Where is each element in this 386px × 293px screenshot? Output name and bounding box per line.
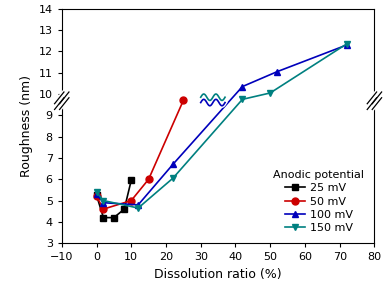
50 mV (181, 99, 186, 102)
Line: 25 mV: 25 mV (93, 177, 135, 221)
150 mV (344, 42, 349, 46)
X-axis label: Dissolution ratio (%): Dissolution ratio (%) (154, 268, 282, 281)
150 mV (268, 91, 273, 95)
50 mV (101, 207, 106, 211)
150 mV (101, 199, 106, 202)
100 mV (240, 85, 245, 88)
25 mV (112, 216, 116, 219)
Line: 150 mV: 150 mV (93, 40, 350, 212)
Legend: 25 mV, 50 mV, 100 mV, 150 mV: 25 mV, 50 mV, 100 mV, 150 mV (269, 166, 369, 238)
50 mV (146, 178, 151, 181)
25 mV (101, 216, 106, 219)
150 mV (136, 206, 141, 210)
Y-axis label: Roughness (nm): Roughness (nm) (20, 75, 33, 177)
100 mV (171, 163, 175, 166)
Line: 100 mV: 100 mV (93, 42, 350, 208)
50 mV (94, 195, 99, 198)
25 mV (122, 207, 127, 211)
25 mV (94, 193, 99, 197)
25 mV (129, 178, 134, 182)
100 mV (344, 43, 349, 47)
100 mV (101, 201, 106, 205)
150 mV (240, 98, 245, 101)
50 mV (129, 199, 134, 202)
150 mV (94, 190, 99, 194)
150 mV (171, 176, 175, 180)
100 mV (275, 70, 279, 74)
Line: 50 mV: 50 mV (93, 97, 187, 212)
100 mV (94, 193, 99, 196)
100 mV (136, 203, 141, 207)
